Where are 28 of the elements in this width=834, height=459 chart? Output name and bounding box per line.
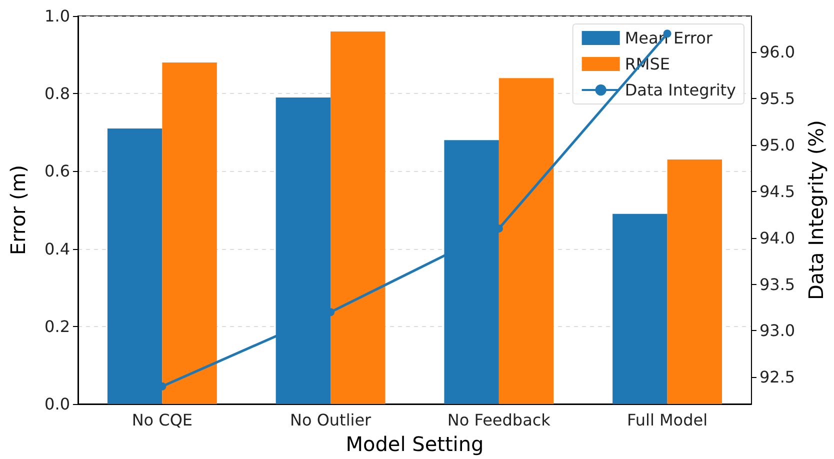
y2-tick-label: 93.0	[759, 321, 796, 340]
x-tick-label: No Outlier	[290, 410, 372, 430]
x-tick-label: No Feedback	[447, 410, 552, 430]
legend-label: Data Integrity	[624, 80, 736, 100]
bar	[107, 128, 162, 404]
y-tick-label: 0.8	[44, 84, 70, 104]
bar	[162, 62, 217, 404]
bar	[498, 78, 554, 404]
y-tick-label: 0.6	[44, 162, 70, 181]
y2-tick-label: 93.5	[759, 274, 796, 294]
bar	[667, 160, 722, 404]
x-axis-title: Model Setting	[346, 432, 484, 456]
y-tick-label: 0.0	[44, 394, 70, 414]
y-tick-label: 0.2	[44, 316, 70, 336]
bar	[330, 32, 386, 404]
y-tick-label: 0.4	[44, 239, 70, 258]
y2-tick-label: 95.5	[759, 89, 796, 108]
y2-tick-label: 95.0	[759, 136, 796, 155]
y2-tick-label: 94.5	[759, 182, 796, 201]
y2-tick-label: 96.0	[759, 42, 796, 62]
x-tick-label: No CQE	[132, 410, 193, 430]
bar	[612, 214, 668, 404]
y-axis-title: Error (m)	[6, 164, 30, 256]
y2-tick-label: 94.0	[759, 228, 796, 248]
y2-tick-label: 92.5	[759, 368, 796, 387]
x-tick-label: Full Model	[627, 410, 708, 430]
y2-axis-title: Data Integrity (%)	[804, 120, 828, 300]
y-tick-label: 1.0	[44, 6, 70, 26]
